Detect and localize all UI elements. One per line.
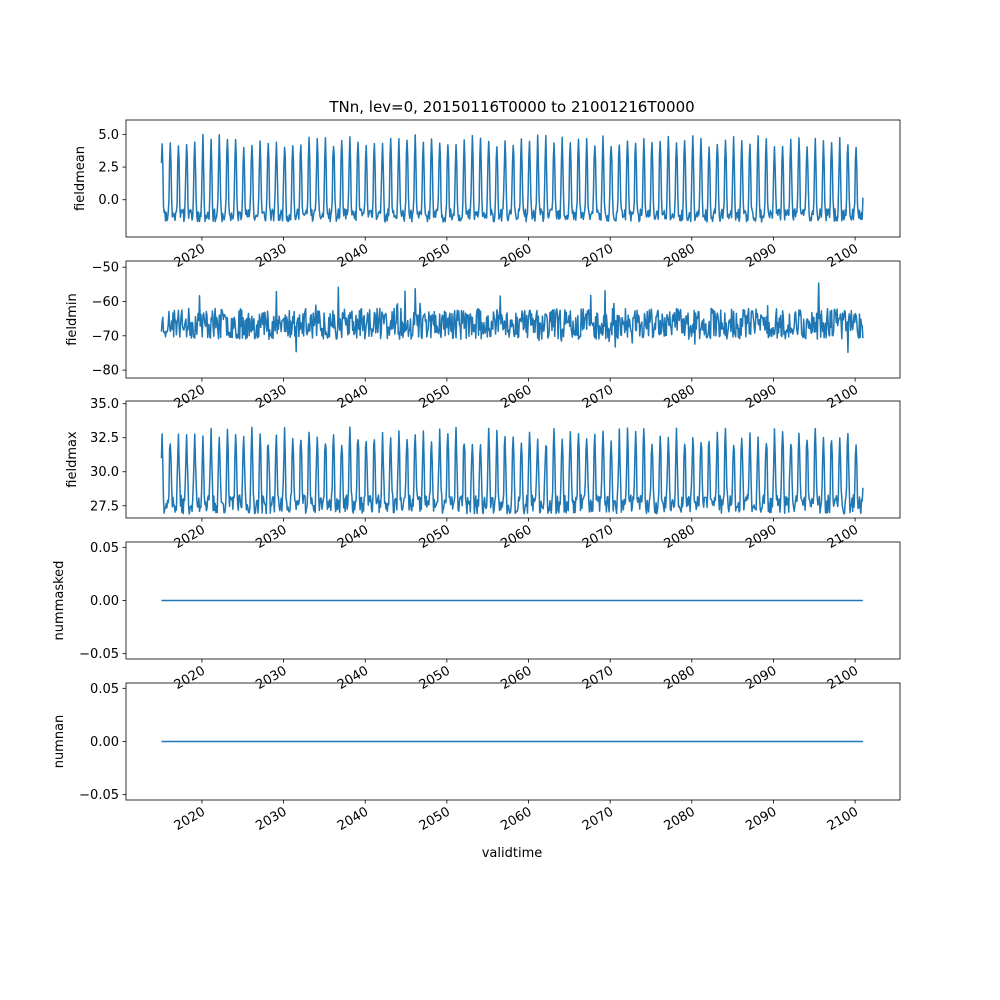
- x-tick-label: 2040: [335, 382, 371, 412]
- subplot-fieldmin: −80 −70 −60 −50 2020 2030 2040 2050 2060 2070 2080…: [65, 260, 901, 412]
- y-tick-label: 2.5: [98, 161, 119, 176]
- x-tick-label: 2050: [417, 241, 453, 271]
- x-tick-label: 2100: [825, 522, 861, 552]
- y-axis-label-nummasked: nummasked: [52, 561, 67, 641]
- x-tick-label: 2020: [172, 804, 208, 834]
- x-tick-label: 2070: [580, 804, 616, 834]
- x-tick-label: 2040: [335, 663, 371, 693]
- x-tick-label: 2100: [825, 663, 861, 693]
- subplots: 0.0 2.5 5.0 2020 2030 2040 2050 2060 2070 2080 209…: [52, 119, 901, 834]
- x-tick-label: 2060: [498, 382, 534, 412]
- subplot-nummasked: −0.05 0.00 0.05 2020 2030 2040 2050 2060 2070 208…: [52, 541, 901, 693]
- x-tick-label: 2040: [335, 804, 371, 834]
- x-tick-label: 2050: [417, 663, 453, 693]
- y-tick-label: −80: [92, 364, 119, 379]
- y-tick-label: 32.5: [90, 431, 119, 446]
- y-tick-label: 27.5: [90, 499, 119, 514]
- x-tick-label: 2080: [662, 382, 698, 412]
- x-tick-label: 2020: [172, 241, 208, 271]
- y-tick-label: −50: [92, 261, 119, 276]
- y-axis-label-fieldmax: fieldmax: [65, 431, 80, 488]
- x-tick-label: 2080: [662, 804, 698, 834]
- axes-frame: [125, 119, 901, 238]
- x-tick-label: 2020: [172, 663, 208, 693]
- x-tick-label: 2080: [662, 522, 698, 552]
- x-tick-label: 2060: [498, 804, 534, 834]
- subplot-numnan: −0.05 0.00 0.05 2020 2030 2040 2050 2060 2070 208…: [52, 682, 901, 834]
- x-tick-label: 2060: [498, 522, 534, 552]
- x-tick-label: 2050: [417, 804, 453, 834]
- y-tick-label: 0.00: [90, 735, 119, 750]
- x-tick-label: 2080: [662, 663, 698, 693]
- x-tick-label: 2020: [172, 522, 208, 552]
- y-tick-label: 35.0: [90, 397, 119, 412]
- x-tick-label: 2090: [743, 241, 779, 271]
- x-tick-label: 2090: [743, 382, 779, 412]
- y-tick-label: −70: [92, 329, 119, 344]
- y-axis-label-numnan: numnan: [52, 715, 67, 769]
- x-tick-label: 2100: [825, 382, 861, 412]
- y-tick-label: 0.0: [98, 193, 119, 208]
- x-tick-label: 2030: [253, 804, 289, 834]
- y-tick-label: −0.05: [79, 647, 119, 662]
- y-tick-label: 0.00: [90, 594, 119, 609]
- x-tick-label: 2080: [662, 241, 698, 271]
- x-tick-label: 2070: [580, 241, 616, 271]
- series-line-fieldmin: [160, 282, 864, 354]
- y-tick-label: −60: [92, 295, 119, 310]
- series-line-fieldmax: [160, 426, 864, 515]
- axes-frame: [125, 260, 901, 379]
- x-tick-label: 2070: [580, 522, 616, 552]
- axes-frame: [125, 400, 901, 519]
- x-axis-label: validtime: [482, 846, 543, 861]
- x-tick-label: 2030: [253, 522, 289, 552]
- x-tick-label: 2070: [580, 663, 616, 693]
- x-tick-label: 2030: [253, 663, 289, 693]
- series-line-fieldmean: [160, 133, 864, 223]
- x-tick-label: 2100: [825, 804, 861, 834]
- subplot-fieldmax: 27.5 30.0 32.5 35.0 2020 2030 2040 2050 2060 2070…: [65, 397, 901, 552]
- x-tick-label: 2070: [580, 382, 616, 412]
- x-tick-label: 2020: [172, 382, 208, 412]
- x-tick-label: 2050: [417, 382, 453, 412]
- x-tick-label: 2090: [743, 522, 779, 552]
- x-tick-label: 2100: [825, 241, 861, 271]
- x-tick-label: 2040: [335, 522, 371, 552]
- y-tick-label: −0.05: [79, 788, 119, 803]
- x-tick-label: 2060: [498, 241, 534, 271]
- subplot-fieldmean: 0.0 2.5 5.0 2020 2030 2040 2050 2060 2070 2080 209…: [73, 119, 901, 271]
- y-axis-label-fieldmean: fieldmean: [73, 146, 88, 211]
- x-tick-label: 2050: [417, 522, 453, 552]
- x-tick-label: 2030: [253, 241, 289, 271]
- y-tick-label: 5.0: [98, 128, 119, 143]
- x-tick-label: 2090: [743, 663, 779, 693]
- x-tick-label: 2030: [253, 382, 289, 412]
- x-tick-label: 2040: [335, 241, 371, 271]
- y-tick-label: 0.05: [90, 541, 119, 556]
- x-tick-label: 2090: [743, 804, 779, 834]
- figure-title: TNn, lev=0, 20150116T0000 to 21001216T00…: [328, 98, 694, 116]
- y-axis-label-fieldmin: fieldmin: [65, 293, 80, 346]
- y-tick-label: 0.05: [90, 682, 119, 697]
- x-tick-label: 2060: [498, 663, 534, 693]
- y-tick-label: 30.0: [90, 465, 119, 480]
